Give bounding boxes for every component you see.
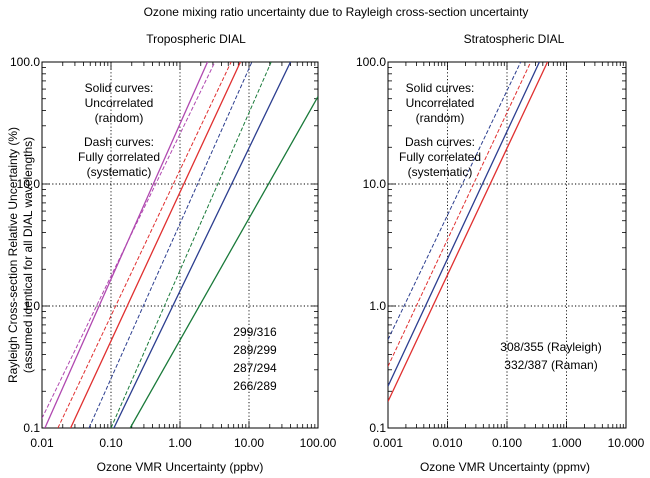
- left-series-5-solid: [70, 62, 241, 428]
- left-legend-entry-4: 266/289: [233, 379, 277, 393]
- left-y-tick-label-2: 1.0: [23, 299, 40, 313]
- left-x-tick-label-3: 1.00: [168, 436, 192, 450]
- right-legend: 308/355 (Rayleigh) 332/387 (Raman): [500, 340, 601, 372]
- right-series: [388, 62, 549, 402]
- left-x-axis-label: Ozone VMR Uncertainty (ppbv): [97, 460, 264, 474]
- left-y-axis-label-2: (assumed identical for all DIAL waveleng…: [21, 137, 35, 373]
- right-annotation: Solid curves: Uncorrelated (random) Dash…: [399, 81, 481, 179]
- right-annotation-line-2: Uncorrelated: [406, 96, 475, 110]
- left-series-3-solid: [113, 62, 292, 428]
- left-x-tick-label-2: 0.10: [99, 436, 123, 450]
- right-annotation-line-5: Fully correlated: [399, 150, 481, 164]
- right-series-4-dashed: [388, 62, 532, 367]
- left-legend: 299/316 289/299 287/294 266/289: [233, 325, 277, 393]
- left-x-tick-label-5: 100.00: [300, 436, 337, 450]
- left-y-tick-label-4: 100.0: [10, 55, 40, 69]
- right-plot-area: 0.001 0.010 0.100 1.000 10.000 0.1 1.0 10.0 100.…: [356, 55, 645, 450]
- right-annotation-line-1: Solid curves:: [406, 81, 475, 95]
- right-series-1-solid: [388, 62, 540, 387]
- left-plot-area: 0.01 0.10 1.00 10.00 100.00 0.1 1.0 10.0 100.0: [10, 55, 337, 450]
- right-annotation-line-4: Dash curves:: [405, 135, 475, 149]
- right-series-3-solid: [388, 62, 549, 402]
- left-annotation-line-5: Fully correlated: [78, 150, 160, 164]
- right-y-tick-label-4: 100.0: [356, 55, 386, 69]
- left-panel-title: Tropospheric DIAL: [146, 32, 246, 46]
- right-panel-title: Stratospheric DIAL: [464, 32, 565, 46]
- right-x-tick-label-3: 0.100: [492, 436, 522, 450]
- left-series-4-dashed: [88, 62, 253, 428]
- right-annotation-line-6: (systematic): [408, 165, 473, 179]
- right-legend-entry-2: 332/387 (Raman): [504, 358, 597, 372]
- left-y-axis-label: Rayleigh Cross-section Relative Uncertai…: [6, 127, 20, 383]
- left-x-tick-label-1: 0.01: [30, 436, 54, 450]
- right-x-tick-label-1: 0.001: [373, 436, 403, 450]
- left-legend-entry-2: 289/299: [233, 343, 277, 357]
- left-annotation-line-1: Solid curves:: [85, 81, 154, 95]
- right-x-tick-label-5: 10.000: [608, 436, 645, 450]
- left-series-1-solid: [129, 96, 318, 428]
- left-annotation-line-4: Dash curves:: [84, 135, 154, 149]
- right-x-axis-label: Ozone VMR Uncertainty (ppmv): [420, 460, 590, 474]
- right-series-2-dashed: [388, 62, 522, 340]
- left-series-6-dashed: [57, 62, 232, 428]
- left-y-tick-label-3: 10.0: [17, 177, 41, 191]
- left-legend-entry-3: 287/294: [233, 361, 277, 375]
- right-legend-entry-1: 308/355 (Rayleigh): [500, 340, 601, 354]
- right-y-tick-label-1: 0.1: [369, 421, 386, 435]
- figure-main-title: Ozone mixing ratio uncertainty due to Ra…: [144, 5, 529, 19]
- left-ticks: [41, 62, 318, 429]
- right-x-tick-label-2: 0.010: [432, 436, 462, 450]
- left-series-2-dashed: [110, 62, 272, 428]
- right-x-tick-label-4: 1.000: [551, 436, 581, 450]
- right-annotation-line-3: (random): [416, 111, 465, 125]
- left-y-tick-label-1: 0.1: [23, 421, 40, 435]
- left-series-8-dashed: [42, 62, 216, 419]
- left-legend-entry-1: 299/316: [233, 325, 277, 339]
- right-y-tick-label-2: 1.0: [369, 299, 386, 313]
- left-annotation-line-6: (systematic): [87, 165, 152, 179]
- left-annotation: Solid curves: Uncorrelated (random) Dash…: [78, 81, 160, 179]
- left-annotation-line-2: Uncorrelated: [85, 96, 154, 110]
- left-annotation-line-3: (random): [95, 111, 144, 125]
- right-y-tick-label-3: 10.0: [363, 177, 387, 191]
- left-series: [42, 62, 318, 428]
- left-x-tick-label-4: 10.00: [234, 436, 264, 450]
